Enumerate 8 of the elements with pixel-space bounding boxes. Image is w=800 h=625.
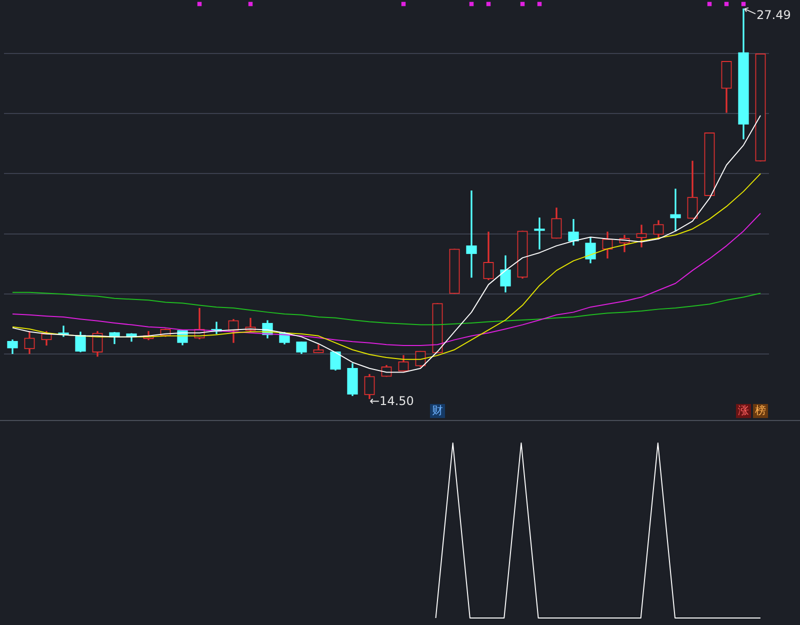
text: 涨 (738, 404, 749, 417)
candlestick (534, 218, 545, 250)
candlestick (670, 188, 681, 232)
annotation: ←14.50 (370, 394, 414, 408)
text: 榜 (755, 404, 766, 417)
annotation: 27.49 (756, 8, 791, 22)
text: 财 (432, 404, 443, 417)
candlestick (466, 190, 477, 278)
